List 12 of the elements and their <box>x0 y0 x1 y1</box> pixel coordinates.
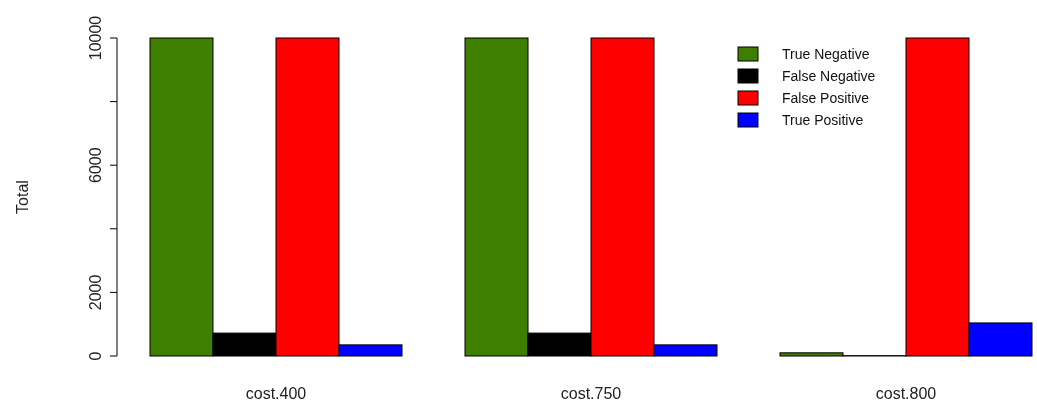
y-tick-label: 2000 <box>87 274 104 311</box>
y-tick-label: 6000 <box>87 147 104 183</box>
y-tick-label: 10000 <box>87 15 104 61</box>
legend-label: False Negative <box>782 68 876 84</box>
x-tick-label: cost.750 <box>560 385 622 402</box>
y-tick-label: 0 <box>87 351 104 361</box>
x-tick-label: cost.400 <box>245 385 307 402</box>
legend-label: True Negative <box>782 46 870 62</box>
x-tick-label: cost.800 <box>875 385 937 402</box>
legend-label: True Positive <box>782 112 864 128</box>
y-axis-title: Total <box>14 180 31 214</box>
legend-label: False Positive <box>782 90 870 106</box>
